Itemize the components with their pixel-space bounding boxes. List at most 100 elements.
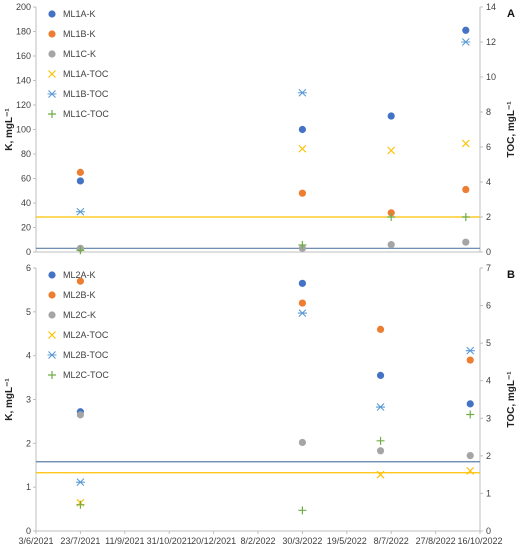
data-point-ml2c-toc xyxy=(466,410,475,419)
data-point-ml2b-toc xyxy=(297,309,307,317)
legend-marker xyxy=(48,271,56,279)
y2-axis-title: TOC, mgL⁻¹ xyxy=(506,101,517,158)
data-point-ml1a-k xyxy=(387,112,395,120)
legend-marker xyxy=(48,30,56,38)
legend-label: ML2B-K xyxy=(63,290,96,300)
data-point-ml1b-k xyxy=(76,168,84,176)
data-point-ml1b-k xyxy=(462,185,470,194)
left-tick-label: 140 xyxy=(16,76,31,86)
data-point-ml1c-toc xyxy=(461,213,470,221)
data-point-ml1a-k xyxy=(76,177,84,185)
data-point-ml2a-k xyxy=(298,279,306,287)
legend-marker xyxy=(48,371,56,379)
data-point-ml1c-k xyxy=(462,238,470,246)
legend-marker xyxy=(47,351,57,359)
data-point-ml1a-toc xyxy=(387,146,396,155)
left-tick-label: 180 xyxy=(16,27,31,37)
left-tick-label: 100 xyxy=(16,125,31,135)
data-point-ml2b-toc xyxy=(75,478,85,487)
right-tick-label: 0 xyxy=(486,247,491,257)
data-point-ml1b-toc xyxy=(297,88,307,97)
x-tick-label: 20/12/2021 xyxy=(191,536,236,546)
data-point-ml1c-toc xyxy=(298,241,307,249)
data-point-ml2b-k xyxy=(76,277,84,285)
data-point-ml1c-toc xyxy=(76,246,85,255)
right-tick-label: 6 xyxy=(486,142,491,152)
left-tick-label: 0 xyxy=(26,247,31,257)
right-tick-label: 4 xyxy=(486,177,491,187)
data-point-ml1a-k xyxy=(298,125,306,134)
legend-label: ML1A-TOC xyxy=(63,69,109,79)
data-point-ml2c-k xyxy=(466,452,474,460)
left-tick-label: 0 xyxy=(26,526,31,536)
panel-label: B xyxy=(507,269,515,281)
legend-label: ML1A-K xyxy=(63,9,96,19)
right-tick-label: 2 xyxy=(486,451,491,461)
data-point-ml1c-k xyxy=(387,241,395,249)
legend-marker xyxy=(48,311,56,319)
x-tick-label: 16/10/2022 xyxy=(457,536,502,546)
right-tick-label: 14 xyxy=(486,2,496,12)
left-tick-label: 200 xyxy=(16,2,31,12)
data-point-ml2a-toc xyxy=(466,466,475,475)
x-tick-label: 8/7/2022 xyxy=(374,536,409,546)
right-tick-label: 8 xyxy=(486,107,491,117)
right-tick-label: 6 xyxy=(486,301,491,311)
y2-axis-title: TOC, mgL⁻¹ xyxy=(506,371,517,428)
data-point-ml1a-k xyxy=(462,26,470,34)
legend: ML1A-K ML1B-K ML1C-K ML1A-TOC ML1B-TOC ML1C-T… xyxy=(47,9,109,119)
data-point-ml2b-toc xyxy=(465,346,475,355)
legend-label: ML2B-TOC xyxy=(63,350,109,360)
right-tick-label: 12 xyxy=(486,37,496,47)
data-point-ml2c-toc xyxy=(76,500,85,509)
x-tick-label: 11/9/2021 xyxy=(105,536,144,546)
legend-marker xyxy=(48,291,56,299)
left-tick-label: 3 xyxy=(26,395,31,405)
legend-label: ML2C-TOC xyxy=(63,370,109,380)
legend-label: ML1B-K xyxy=(63,29,96,39)
data-point-ml2b-k xyxy=(298,299,306,307)
x-tick-label: 23/7/2021 xyxy=(60,536,100,546)
left-tick-label: 120 xyxy=(16,100,31,110)
x-tick-label: 8/2/2022 xyxy=(240,536,275,546)
x-tick-label: 31/10/2021 xyxy=(147,536,192,546)
x-tick-label: 27/8/2022 xyxy=(416,536,456,546)
legend-label: ML2C-K xyxy=(63,310,96,320)
right-tick-label: 0 xyxy=(486,526,491,536)
data-point-ml1a-toc xyxy=(461,139,470,148)
data-point-ml2c-toc xyxy=(298,506,307,515)
x-tick-label: 3/6/2021 xyxy=(18,536,53,546)
data-point-ml2c-k xyxy=(76,411,84,419)
data-point-ml1a-toc xyxy=(298,144,307,153)
y-axis-title: K, mgL⁻¹ xyxy=(4,108,15,151)
legend-label: ML1C-K xyxy=(63,49,96,59)
legend-marker xyxy=(48,10,56,18)
data-point-ml2a-toc xyxy=(376,470,385,479)
right-tick-label: 1 xyxy=(486,488,491,498)
left-tick-label: 1 xyxy=(26,482,31,492)
left-tick-label: 6 xyxy=(26,263,31,273)
data-point-ml2c-toc xyxy=(376,436,385,445)
data-point-ml2b-k xyxy=(376,325,385,333)
data-point-ml2a-k xyxy=(376,371,385,379)
left-tick-label: 2 xyxy=(26,438,31,448)
left-tick-label: 160 xyxy=(16,51,31,61)
panel-b: 0 1 2 3 4 5 6 0 1 2 3 4 5 6 7 K, mgL⁻¹ TOC, mgL⁻¹ B ML2A-K… xyxy=(4,263,517,546)
right-tick-label: 4 xyxy=(486,376,491,386)
left-tick-label: 5 xyxy=(26,307,31,317)
x-tick-label: 30/3/2022 xyxy=(282,536,322,546)
legend-marker xyxy=(48,331,56,339)
panel-a: 0 20 40 60 80 100 120 140 160 180 200 0 2 4 6 8 10 12 14 K,… xyxy=(4,2,517,257)
left-tick-label: 4 xyxy=(26,351,31,361)
legend-marker xyxy=(47,90,57,98)
right-tick-label: 2 xyxy=(486,212,491,222)
data-point-ml2c-k xyxy=(298,438,306,447)
left-tick-label: 20 xyxy=(21,223,31,233)
x-tick-label: 19/5/2022 xyxy=(327,536,367,546)
left-tick-label: 80 xyxy=(21,149,31,159)
data-point-ml2b-k xyxy=(466,356,474,364)
right-tick-label: 7 xyxy=(486,263,491,273)
data-point-ml1b-toc xyxy=(75,207,85,216)
right-tick-label: 3 xyxy=(486,413,491,423)
